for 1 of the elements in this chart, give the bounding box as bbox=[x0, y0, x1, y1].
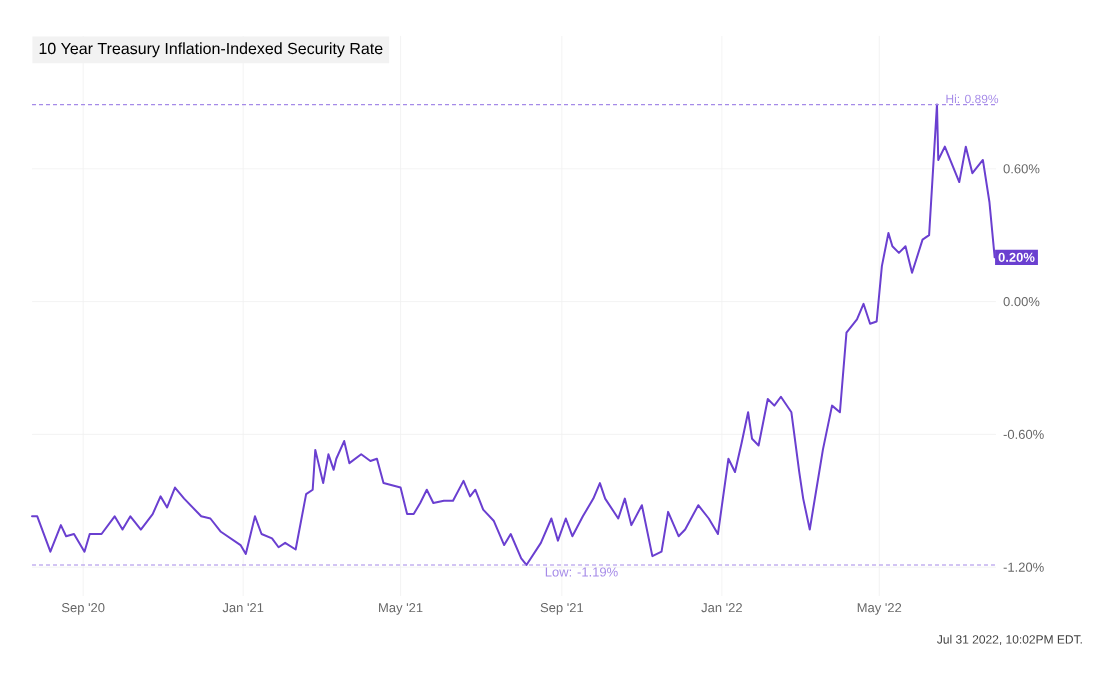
chart-title: 10 Year Treasury Inflation-Indexed Security Rate bbox=[39, 42, 383, 58]
